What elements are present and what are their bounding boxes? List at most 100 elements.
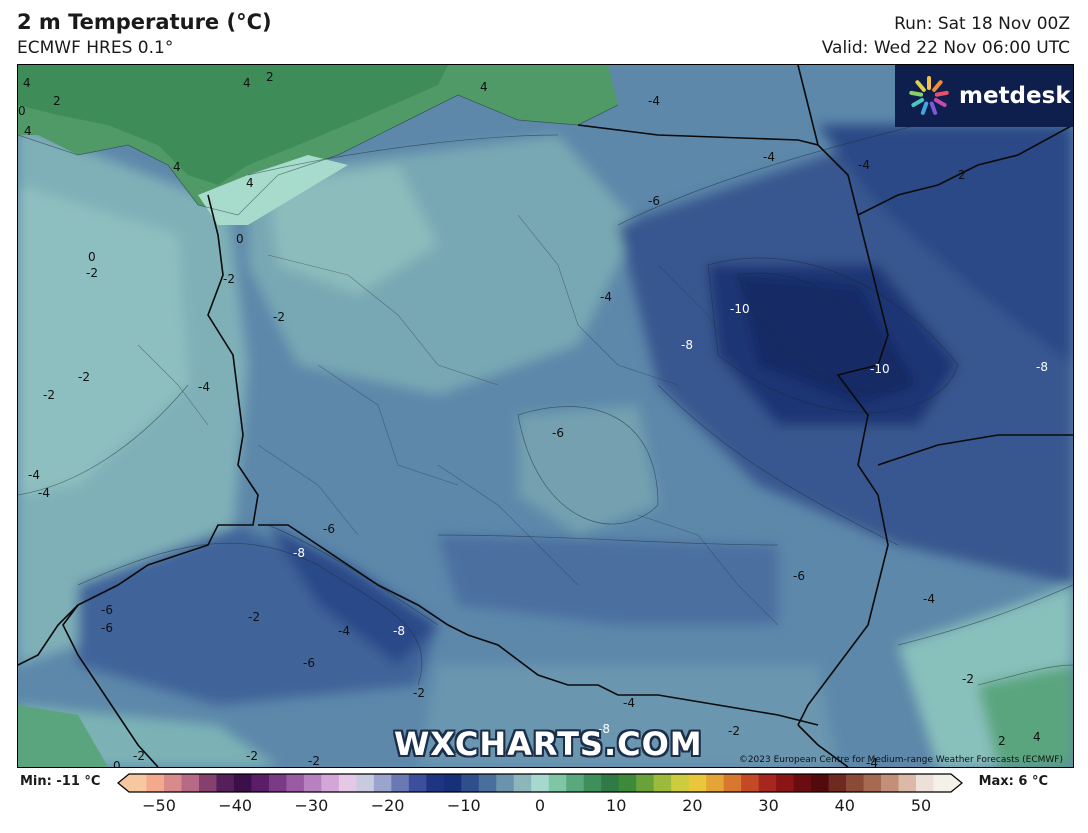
colorbar-outline: [117, 773, 963, 793]
colorbar-swatch: [793, 774, 812, 792]
contour-label: 0: [113, 759, 121, 767]
colorbar-swatch: [321, 774, 340, 792]
colorbar-swatch: [286, 774, 305, 792]
run-time: Run: Sat 18 Nov 00Z: [894, 14, 1070, 34]
colorbar-tick-label: −20: [370, 796, 405, 815]
contour-label: -2: [223, 272, 235, 286]
contour-label: 2: [266, 70, 274, 84]
colorbar-swatch: [898, 774, 917, 792]
colorbar-min-arrow: [118, 774, 129, 792]
contour-label: 4: [243, 76, 251, 90]
contour-label: 0: [18, 104, 26, 118]
colorbar-swatch: [916, 774, 935, 792]
colorbar-swatch: [163, 774, 182, 792]
colorbar-swatch: [181, 774, 200, 792]
colorbar-swatch: [741, 774, 760, 792]
wxcharts-watermark: WXCHARTS.COM: [394, 725, 703, 763]
contour-label: -2: [413, 686, 425, 700]
contour-label: -4: [38, 486, 50, 500]
contour-label: -4: [338, 624, 350, 638]
colorbar-swatch: [688, 774, 707, 792]
contour-label: -4: [858, 158, 870, 172]
colorbar-swatch: [233, 774, 252, 792]
contour-label: -4: [866, 756, 878, 767]
contour-label: -4: [763, 150, 775, 164]
contour-label: -2: [43, 388, 55, 402]
colorbar-swatch: [268, 774, 287, 792]
colorbar-swatch: [618, 774, 637, 792]
metdesk-logo-icon: [909, 76, 949, 115]
colorbar-swatch: [443, 774, 462, 792]
contour-label: 4: [1033, 730, 1041, 744]
colorbar-swatch: [758, 774, 777, 792]
contour-label: -10: [870, 362, 890, 376]
contour-label: 2: [998, 734, 1006, 748]
colorbar-swatch: [338, 774, 357, 792]
colorbar-swatch: [373, 774, 392, 792]
contour-label: -4: [28, 468, 40, 482]
contour-label: 4: [173, 160, 181, 174]
contour-label: -8: [681, 338, 693, 352]
contour-label: -2: [273, 310, 285, 324]
contour-label: -4: [600, 290, 612, 304]
colorbar-swatch: [548, 774, 567, 792]
colorbar-swatch: [671, 774, 690, 792]
contour-label: -4: [648, 94, 660, 108]
colorbar-swatch: [478, 774, 497, 792]
colorbar-swatch: [146, 774, 165, 792]
colorbar-swatch: [863, 774, 882, 792]
colorbar-max-arrow: [951, 774, 962, 792]
model-name: ECMWF HRES 0.1°: [17, 38, 174, 58]
colorbar-swatch: [129, 774, 147, 792]
contour-label: -10: [730, 302, 750, 316]
country-borders: [18, 65, 1073, 767]
chart-title: 2 m Temperature (°C): [17, 10, 272, 34]
colorbar-swatch: [426, 774, 445, 792]
colorbar-swatch: [303, 774, 322, 792]
contour-label: -4: [623, 696, 635, 710]
colorbar-tick-label: 50: [910, 796, 932, 815]
colorbar-swatch: [636, 774, 655, 792]
colorbar-tick-label: 40: [834, 796, 855, 815]
colorbar-swatch: [653, 774, 672, 792]
colorbar-swatch: [216, 774, 235, 792]
colorbar-swatch: [776, 774, 795, 792]
colorbar-swatch: [198, 774, 217, 792]
colorbar-tick-label: 30: [758, 796, 779, 815]
temperature-map[interactable]: 4 2 4 4 0 2 4 4 4 -4 -4 -4 -6 0 -2 0 -2 2 -2 -4 -10 -8 -10 -8 -2…: [17, 64, 1074, 768]
contour-label: 4: [24, 124, 32, 138]
metdesk-logo[interactable]: metdesk: [895, 65, 1073, 127]
map-canvas: 4 2 4 4 0 2 4 4 4 -4 -4 -4 -6 0 -2 0 -2 2 -2 -4 -10 -8 -10 -8 -2…: [18, 65, 1073, 767]
contour-label: -2: [246, 749, 258, 763]
contour-label: -2: [78, 370, 90, 384]
colorbar: [117, 773, 963, 793]
contour-label: 4: [246, 176, 254, 190]
metdesk-logo-text: metdesk: [959, 83, 1071, 109]
contour-label: 4: [480, 80, 488, 94]
colorbar-tick-label: −50: [142, 796, 176, 815]
contour-label: 4: [23, 76, 31, 90]
contour-label: -8: [393, 624, 405, 638]
colorbar-swatch: [828, 774, 847, 792]
colorbar-tick-label: −30: [294, 796, 329, 815]
contour-label: 2: [53, 94, 61, 108]
contour-label: 0: [236, 232, 244, 246]
contour-label: -8: [293, 546, 305, 560]
colorbar-swatch: [811, 774, 830, 792]
legend-max-label: Max: 6 °C: [978, 774, 1048, 789]
contour-label: -6: [101, 603, 113, 617]
colorbar-swatch: [566, 774, 585, 792]
colorbar-swatch: [391, 774, 410, 792]
colorbar-swatches: [118, 774, 962, 792]
contour-label: -2: [728, 724, 740, 738]
colorbar-swatch: [408, 774, 427, 792]
contour-label: -2: [86, 266, 98, 280]
contour-label: -2: [133, 749, 145, 763]
colorbar-tick-label: 0: [534, 796, 546, 815]
contour-label: -6: [552, 426, 564, 440]
legend-min-label: Min: -11 °C: [20, 774, 101, 789]
colorbar-tick-label: −40: [218, 796, 253, 815]
colorbar-swatch: [933, 774, 952, 792]
contour-label: -8: [1036, 360, 1048, 374]
colorbar-swatch: [601, 774, 620, 792]
